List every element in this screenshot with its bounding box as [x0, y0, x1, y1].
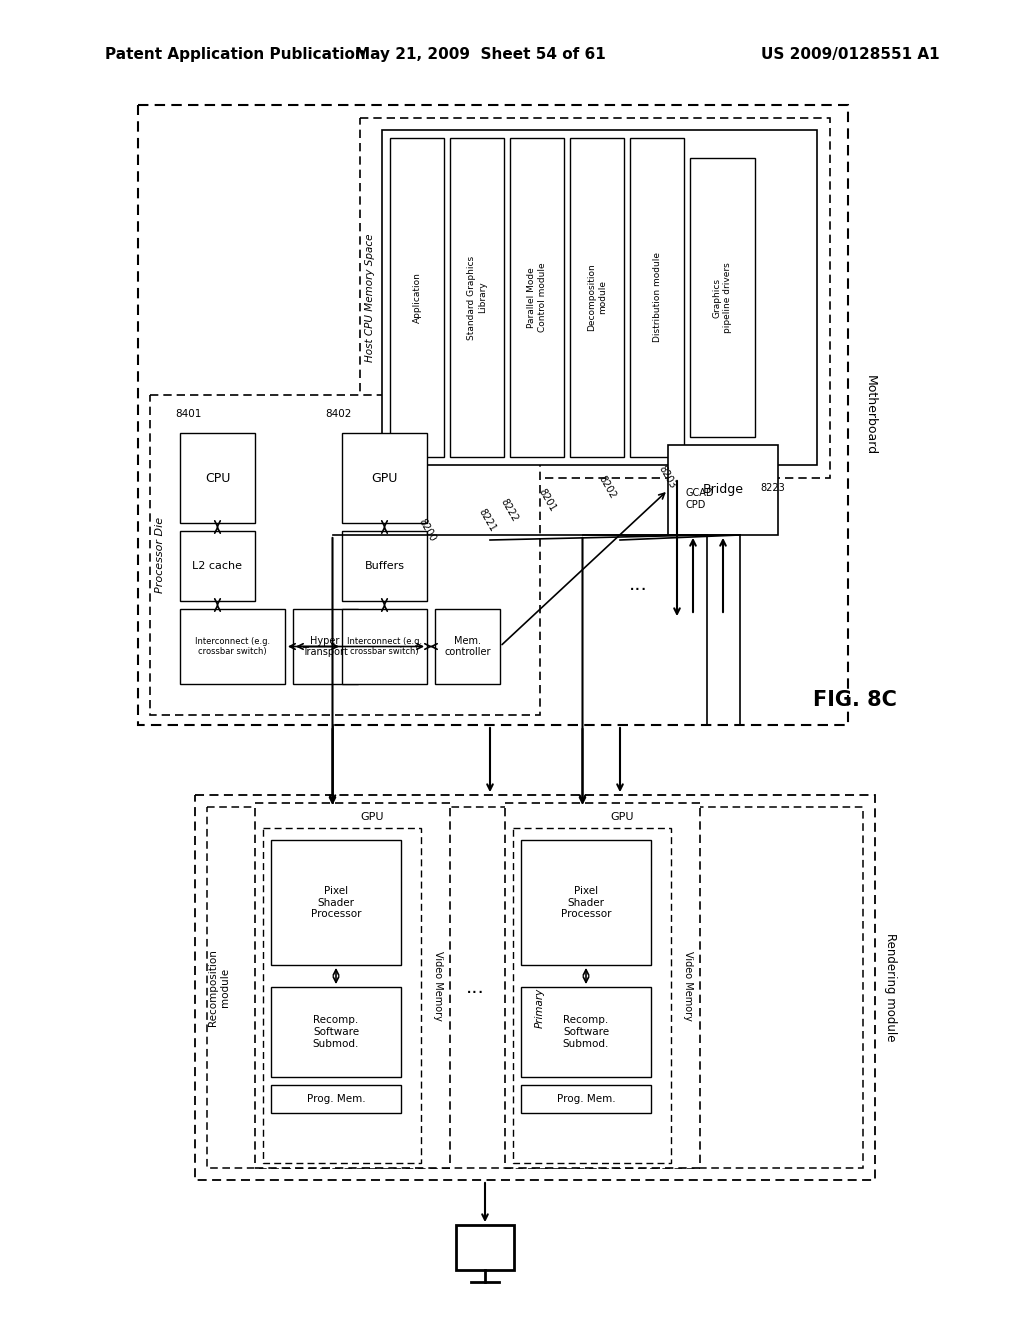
Text: Interconnect (e.g.
crossbar switch): Interconnect (e.g. crossbar switch): [195, 636, 270, 656]
Text: Host CPU Memory Space: Host CPU Memory Space: [365, 234, 375, 362]
Bar: [435, 609, 500, 684]
Text: ...: ...: [629, 576, 647, 594]
Bar: [150, 395, 540, 715]
Bar: [271, 987, 401, 1077]
Bar: [570, 139, 624, 457]
Text: Application: Application: [413, 272, 422, 323]
Text: Buffers: Buffers: [365, 561, 404, 572]
Bar: [360, 117, 830, 478]
Text: GCAD: GCAD: [685, 488, 714, 498]
Text: Video Memory: Video Memory: [433, 950, 443, 1020]
Text: Prog. Mem.: Prog. Mem.: [557, 1094, 615, 1104]
Bar: [456, 1225, 514, 1270]
Bar: [195, 795, 874, 1180]
Text: Graphics
pipeline drivers: Graphics pipeline drivers: [713, 263, 732, 333]
Bar: [510, 139, 564, 457]
Text: 8222: 8222: [499, 496, 520, 523]
Bar: [271, 1085, 401, 1113]
Text: Recomp.
Software
Submod.: Recomp. Software Submod.: [312, 1015, 359, 1048]
Text: 8402: 8402: [325, 409, 351, 418]
Text: 8223: 8223: [760, 483, 784, 492]
Text: GPU: GPU: [360, 812, 384, 822]
Text: May 21, 2009  Sheet 54 of 61: May 21, 2009 Sheet 54 of 61: [354, 48, 605, 62]
Bar: [505, 803, 700, 1168]
Text: 8401: 8401: [175, 409, 202, 418]
Bar: [263, 828, 421, 1163]
Text: Processor Die: Processor Die: [155, 517, 165, 593]
Bar: [180, 609, 285, 684]
Text: Decomposition
module: Decomposition module: [588, 264, 606, 331]
Text: L2 cache: L2 cache: [193, 561, 243, 572]
Bar: [138, 106, 848, 725]
Text: Pixel
Shader
Processor: Pixel Shader Processor: [310, 886, 361, 919]
Text: CPD: CPD: [685, 500, 706, 510]
Text: 8203: 8203: [657, 463, 678, 490]
Bar: [293, 609, 358, 684]
Text: Mem.
controller: Mem. controller: [444, 636, 490, 657]
Bar: [180, 531, 255, 601]
Bar: [513, 828, 671, 1163]
Text: Standard Graphics
Library: Standard Graphics Library: [467, 256, 486, 339]
Text: GPU: GPU: [372, 471, 397, 484]
Text: CPU: CPU: [205, 471, 230, 484]
Text: Bridge: Bridge: [702, 483, 743, 496]
Text: ...: ...: [466, 978, 484, 997]
Text: Patent Application Publication: Patent Application Publication: [105, 48, 366, 62]
Text: Recomposition
module: Recomposition module: [208, 949, 229, 1026]
Bar: [180, 433, 255, 523]
Text: Video Memory: Video Memory: [683, 950, 693, 1020]
Text: Rendering module: Rendering module: [885, 933, 897, 1041]
Bar: [207, 807, 863, 1168]
Text: Motherboard: Motherboard: [863, 375, 877, 455]
Bar: [342, 433, 427, 523]
Text: 8201: 8201: [537, 487, 558, 513]
Text: 8221: 8221: [477, 507, 498, 533]
Bar: [271, 840, 401, 965]
Text: 8200: 8200: [417, 517, 438, 543]
Text: Parallel Mode
Control module: Parallel Mode Control module: [527, 263, 547, 333]
Bar: [342, 531, 427, 601]
Bar: [390, 139, 444, 457]
Bar: [668, 445, 778, 535]
Text: Interconnect (e.g.
crossbar switch): Interconnect (e.g. crossbar switch): [347, 636, 422, 656]
Bar: [521, 1085, 651, 1113]
Bar: [382, 129, 817, 465]
Bar: [521, 987, 651, 1077]
Text: Pixel
Shader
Processor: Pixel Shader Processor: [561, 886, 611, 919]
Bar: [521, 840, 651, 965]
Bar: [690, 158, 755, 437]
Text: Recomp.
Software
Submod.: Recomp. Software Submod.: [563, 1015, 609, 1048]
Text: Prog. Mem.: Prog. Mem.: [306, 1094, 366, 1104]
Text: 8202: 8202: [597, 474, 618, 500]
Bar: [255, 803, 450, 1168]
Text: GPU: GPU: [610, 812, 634, 822]
Text: US 2009/0128551 A1: US 2009/0128551 A1: [762, 48, 940, 62]
Text: FIG. 8C: FIG. 8C: [813, 690, 897, 710]
Bar: [450, 139, 504, 457]
Text: Hyper
Transport: Hyper Transport: [302, 636, 348, 657]
Text: Distribution module: Distribution module: [652, 252, 662, 342]
Text: Primary: Primary: [535, 987, 545, 1028]
Bar: [630, 139, 684, 457]
Bar: [342, 609, 427, 684]
